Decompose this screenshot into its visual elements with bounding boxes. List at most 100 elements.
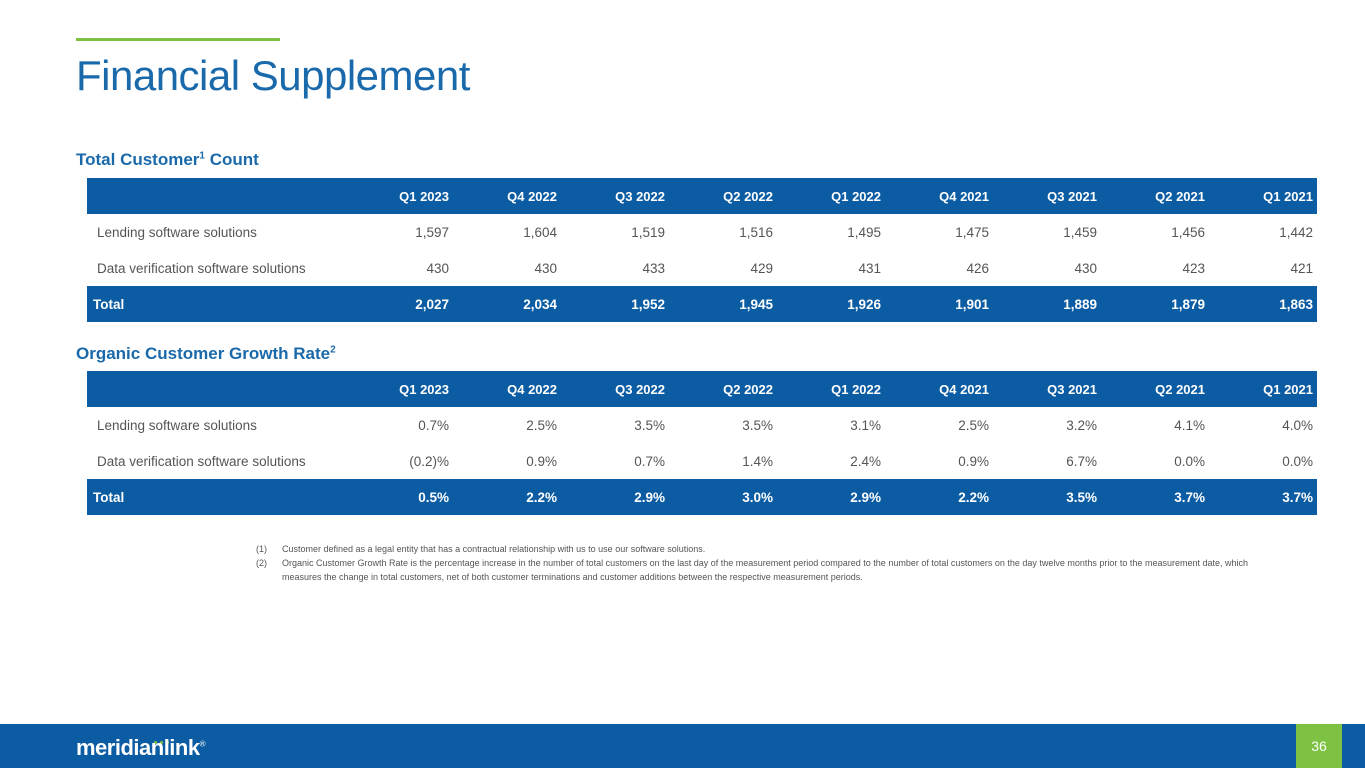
logo-dots-icon [154,731,172,749]
table-cell: 1,475 [955,224,989,240]
table-cell: 6.7% [1066,453,1097,469]
header-label-cell [87,178,345,214]
total-cell: 1,889 [993,286,1101,322]
total-cell: 3.0% [669,479,777,515]
table-cell: 4.0% [1282,417,1313,433]
table-cell: 421 [1290,260,1313,276]
total-cell: 1,879 [1101,286,1209,322]
footnote: (1) Customer defined as a legal entity t… [256,542,1286,556]
column-header: Q2 2022 [669,178,777,214]
footnote-text: Organic Customer Growth Rate is the perc… [282,558,1248,582]
growth-rate-table: Q1 2023 Q4 2022 Q3 2022 Q2 2022 Q1 2022 … [87,371,1317,515]
customer-count-title-suffix: Count [204,150,259,169]
table-cell: 1,442 [1279,224,1313,240]
meridianlink-logo: meridianlink® [76,735,206,761]
growth-rate-title-sup: 2 [330,344,336,356]
row-label: Lending software solutions [97,224,257,240]
column-header: Q4 2021 [885,371,993,407]
table-header-row: Q1 2023 Q4 2022 Q3 2022 Q2 2022 Q1 2022 … [87,178,1317,214]
table-cell: 423 [1182,260,1205,276]
customer-count-title-text: Total Customer [76,150,200,169]
growth-rate-title: Organic Customer Growth Rate2 [76,344,336,364]
table-cell: 0.7% [634,453,665,469]
table-cell: 1,516 [739,224,773,240]
total-cell: 2.2% [453,479,561,515]
table-cell: 430 [426,260,449,276]
table-cell: 4.1% [1174,417,1205,433]
table-cell: 2.5% [958,417,989,433]
column-header: Q3 2021 [993,178,1101,214]
customer-count-table: Q1 2023 Q4 2022 Q3 2022 Q2 2022 Q1 2022 … [87,178,1317,322]
table-cell: 0.9% [526,453,557,469]
table-cell: 3.5% [742,417,773,433]
table-cell: 3.1% [850,417,881,433]
table-cell: (0.2)% [409,453,449,469]
table-row: Data verification software solutions (0.… [87,443,1317,479]
table-cell: 1.4% [742,453,773,469]
column-header: Q1 2021 [1209,178,1317,214]
table-cell: 433 [642,260,665,276]
table-cell: 429 [750,260,773,276]
table-cell: 1,519 [631,224,665,240]
column-header: Q1 2022 [777,371,885,407]
total-label: Total [87,286,345,322]
table-cell: 0.9% [958,453,989,469]
column-header: Q1 2023 [345,371,453,407]
table-cell: 1,604 [523,224,557,240]
page-title: Financial Supplement [76,52,470,99]
table-cell: 0.7% [418,417,449,433]
table-header-row: Q1 2023 Q4 2022 Q3 2022 Q2 2022 Q1 2022 … [87,371,1317,407]
table-cell: 2.4% [850,453,881,469]
total-cell: 3.7% [1101,479,1209,515]
column-header: Q4 2022 [453,371,561,407]
row-label: Lending software solutions [97,417,257,433]
footnote: (2) Organic Customer Growth Rate is the … [256,556,1286,584]
footnote-number: (2) [256,558,267,568]
title-accent-line [76,38,280,41]
total-cell: 3.7% [1209,479,1317,515]
table-cell: 1,456 [1171,224,1205,240]
total-cell: 2.9% [777,479,885,515]
total-cell: 2.2% [885,479,993,515]
total-row: Total 2,027 2,034 1,952 1,945 1,926 1,90… [87,286,1317,322]
customer-count-title: Total Customer1 Count [76,150,259,170]
column-header: Q2 2021 [1101,371,1209,407]
footnote-text: Customer defined as a legal entity that … [282,544,706,554]
table-cell: 1,597 [415,224,449,240]
column-header: Q4 2022 [453,178,561,214]
table-row: Data verification software solutions 430… [87,250,1317,286]
table-cell: 431 [858,260,881,276]
total-cell: 3.5% [993,479,1101,515]
total-cell: 2.9% [561,479,669,515]
growth-rate-title-text: Organic Customer Growth Rate [76,344,331,363]
total-cell: 1,945 [669,286,777,322]
column-header: Q4 2021 [885,178,993,214]
column-header: Q1 2022 [777,178,885,214]
column-header: Q3 2022 [561,178,669,214]
total-label: Total [87,479,345,515]
total-cell: 2,027 [345,286,453,322]
column-header: Q2 2021 [1101,178,1209,214]
total-cell: 1,926 [777,286,885,322]
total-cell: 1,863 [1209,286,1317,322]
table-cell: 0.0% [1282,453,1313,469]
customer-count-title-sup: 1 [199,150,205,162]
table-cell: 2.5% [526,417,557,433]
column-header: Q2 2022 [669,371,777,407]
header-label-cell [87,371,345,407]
logo-text: meridianlink [76,735,200,760]
table-cell: 426 [966,260,989,276]
table-cell: 3.2% [1066,417,1097,433]
column-header: Q3 2022 [561,371,669,407]
table-cell: 0.0% [1174,453,1205,469]
total-cell: 2,034 [453,286,561,322]
column-header: Q3 2021 [993,371,1101,407]
column-header: Q1 2023 [345,178,453,214]
total-cell: 0.5% [345,479,453,515]
footer-bar [0,724,1365,768]
total-cell: 1,901 [885,286,993,322]
table-row: Lending software solutions 1,597 1,604 1… [87,214,1317,250]
footnote-number: (1) [256,544,267,554]
total-cell: 1,952 [561,286,669,322]
table-cell: 430 [534,260,557,276]
